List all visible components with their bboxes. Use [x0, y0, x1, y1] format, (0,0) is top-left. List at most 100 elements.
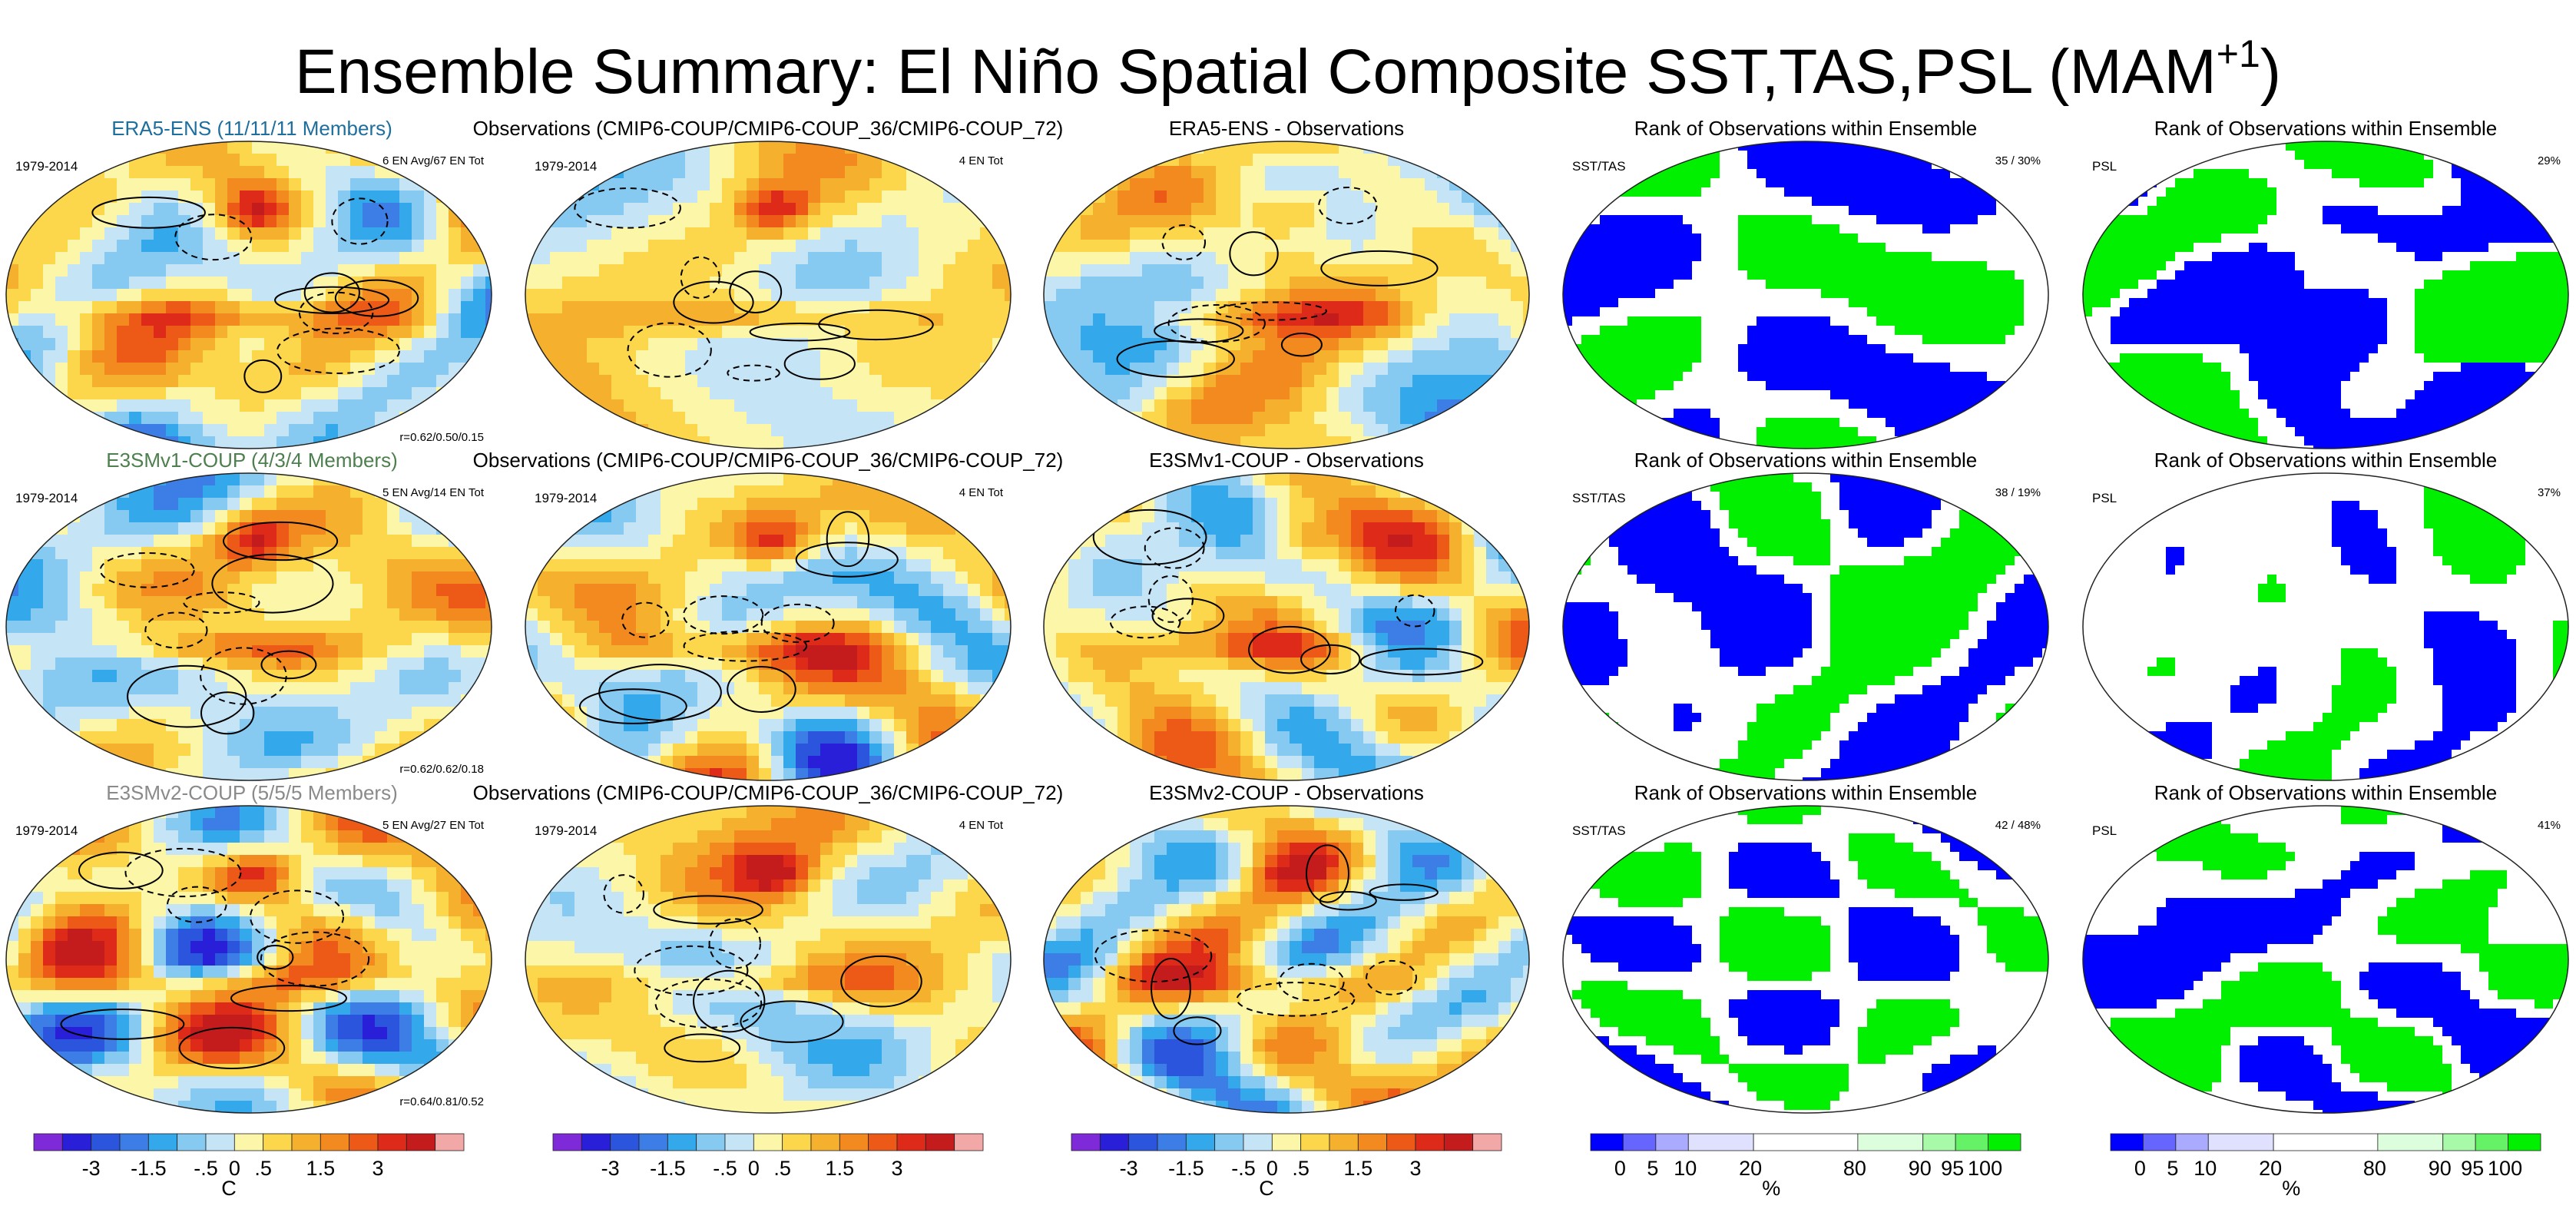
- map-cell: [1511, 154, 1524, 167]
- map-cell: [882, 227, 895, 240]
- map-cell: [1179, 178, 1192, 191]
- map-cell: [1117, 190, 1131, 204]
- map-cell: [215, 252, 228, 265]
- map-cell: [1729, 363, 1739, 373]
- map-cell: [1793, 335, 1803, 345]
- map-cell: [783, 436, 796, 449]
- map-cell: [710, 178, 723, 191]
- map-cell: [624, 227, 637, 240]
- map-contour: [673, 280, 754, 324]
- map-cell: [80, 289, 93, 302]
- map-cell: [1784, 307, 1794, 317]
- map-cell: [461, 141, 474, 154]
- map-cell: [771, 301, 784, 314]
- map-cell: [1987, 446, 1997, 449]
- map-cell: [215, 154, 228, 167]
- map-cell: [1523, 190, 1529, 204]
- map-cell: [1655, 344, 1665, 354]
- map-cell: [1486, 424, 1499, 437]
- map-cell: [1664, 399, 1674, 409]
- map-cell: [992, 375, 1005, 388]
- map-cell: [1240, 154, 1253, 167]
- map-cell: [1830, 289, 1840, 299]
- map-cell: [980, 436, 993, 449]
- map-cell: [1105, 338, 1118, 351]
- map-cell: [436, 166, 449, 179]
- map-cell: [943, 338, 956, 351]
- map-cell: [1179, 375, 1192, 388]
- map-cell: [968, 178, 981, 191]
- map-cell: [525, 399, 538, 412]
- map-cell: [1563, 427, 1573, 437]
- map-cell: [1729, 197, 1739, 207]
- map-cell: [1932, 261, 1942, 271]
- map-cell: [1683, 160, 1693, 170]
- map-cell: [1191, 326, 1204, 339]
- map-cell: [759, 252, 772, 265]
- map-cell: [796, 412, 809, 425]
- map-cell: [685, 326, 698, 339]
- map-cell: [1913, 344, 1923, 354]
- map-cell: [2033, 298, 2043, 308]
- map-cell: [1437, 240, 1450, 253]
- map-cell: [1314, 363, 1327, 376]
- map-cell: [1563, 141, 1573, 151]
- map-cell: [943, 203, 956, 216]
- map-cell: [1959, 243, 1969, 253]
- map-cell: [783, 277, 796, 290]
- map-cell: [1290, 387, 1303, 400]
- map-cell: [1729, 353, 1739, 363]
- map-cell: [1056, 252, 1069, 265]
- map-cell: [1830, 187, 1840, 197]
- map-cell: [1987, 141, 1997, 151]
- map-cell: [1922, 399, 1932, 409]
- map-cell: [240, 424, 253, 437]
- map-cell: [1142, 190, 1155, 204]
- map-cell: [1674, 151, 1684, 161]
- map-cell: [1093, 277, 1106, 290]
- map-cell: [55, 399, 68, 412]
- map-cell: [1959, 270, 1969, 280]
- map-cell: [992, 313, 1005, 326]
- map-cell: [2024, 215, 2034, 225]
- map-cell: [1142, 412, 1155, 425]
- map-cell: [1290, 363, 1303, 376]
- map-cell: [1277, 289, 1290, 302]
- map-cell: [1729, 409, 1739, 419]
- map-cell: [1904, 307, 1914, 317]
- map-cell: [1720, 234, 1730, 243]
- map-cell: [955, 252, 968, 265]
- map-cell: [1683, 151, 1693, 161]
- map-cell: [1130, 252, 1143, 265]
- map-cell: [252, 289, 265, 302]
- map-cell: [673, 301, 686, 314]
- map-cell: [759, 166, 772, 179]
- map-cell: [1314, 375, 1327, 388]
- map-cell: [562, 289, 575, 302]
- map-cell: [141, 375, 154, 388]
- map-cell: [1978, 243, 1988, 253]
- map-cell: [1701, 390, 1711, 400]
- map-cell: [1204, 387, 1217, 400]
- map-cell: [1265, 424, 1278, 437]
- map-cell: [599, 338, 612, 351]
- map-cell: [412, 338, 425, 351]
- map-cell: [538, 436, 551, 449]
- map-cell: [710, 399, 723, 412]
- map-cell: [363, 399, 376, 412]
- map-cell: [587, 252, 600, 265]
- map-cell: [1591, 252, 1601, 262]
- map-cell: [1449, 412, 1462, 425]
- map-cell: [783, 264, 796, 277]
- map-cell: [1876, 160, 1886, 170]
- map-cell: [1277, 350, 1290, 363]
- map-cell: [1204, 215, 1217, 228]
- map-cell: [289, 166, 302, 179]
- map-cell: [783, 363, 796, 376]
- map-cell: [178, 363, 191, 376]
- map-cell: [1600, 224, 1610, 234]
- map-cell: [1738, 169, 1748, 179]
- map-cell: [1376, 264, 1389, 277]
- map-cell: [1839, 298, 1849, 308]
